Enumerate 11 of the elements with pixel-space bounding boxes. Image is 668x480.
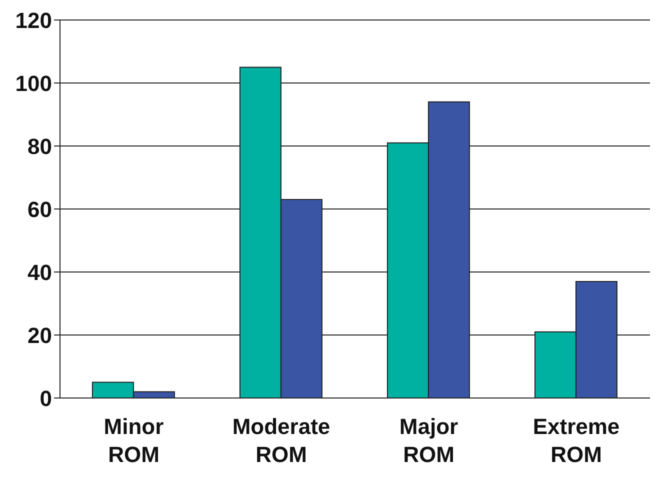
y-tick-label: 20 <box>28 322 52 348</box>
y-tick-label: 100 <box>15 70 52 96</box>
x-tick-label: Moderate ROM <box>232 414 330 467</box>
y-tick-label: 120 <box>15 8 52 33</box>
y-tick-label: 80 <box>28 134 52 159</box>
y-tick-label: 60 <box>28 196 52 222</box>
y-tick-label: 40 <box>28 260 52 285</box>
y-tick-label: 0 <box>40 386 52 411</box>
x-tick-label: Minor ROM <box>104 414 164 467</box>
x-tick-label: Extreme ROM <box>532 414 620 467</box>
x-tick-label: Major ROM <box>399 414 459 467</box>
